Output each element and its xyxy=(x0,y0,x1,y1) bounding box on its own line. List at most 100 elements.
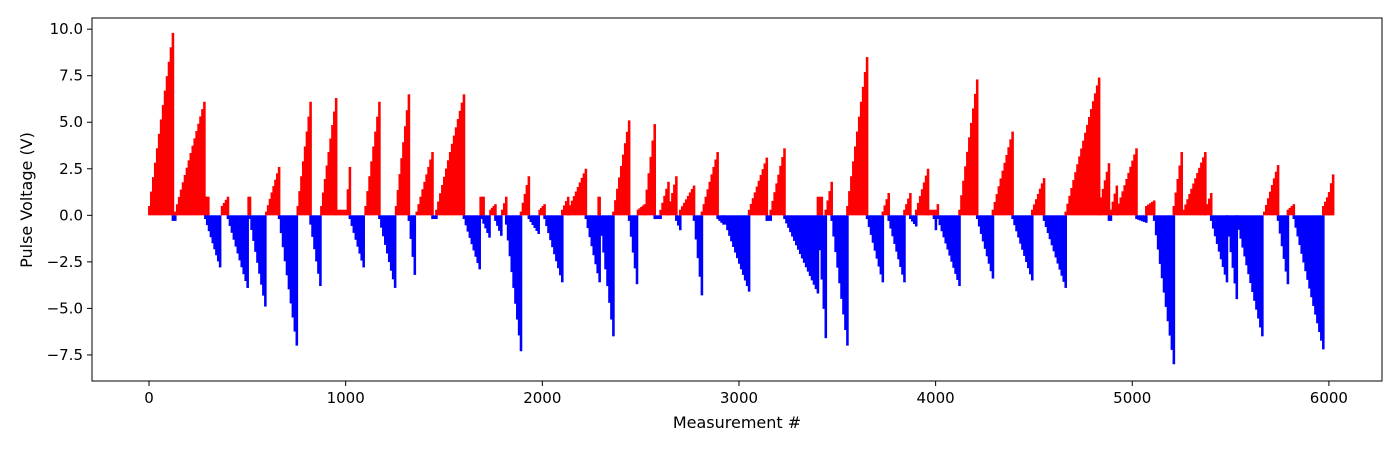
bar xyxy=(398,174,402,216)
bar xyxy=(153,162,157,216)
bar xyxy=(232,215,236,240)
bar xyxy=(1025,215,1028,263)
bar xyxy=(1005,155,1008,216)
bar xyxy=(327,152,331,216)
bar xyxy=(450,143,454,216)
bar xyxy=(1125,179,1128,216)
bar xyxy=(1206,204,1209,216)
bar xyxy=(757,180,761,216)
bar xyxy=(909,192,912,216)
bar xyxy=(977,215,981,227)
bar xyxy=(1152,215,1156,221)
bar xyxy=(1070,187,1073,216)
bar xyxy=(319,215,322,287)
bar xyxy=(761,169,765,216)
bar xyxy=(720,215,723,223)
bar xyxy=(942,215,946,238)
bar xyxy=(1097,77,1101,216)
bar xyxy=(1095,85,1099,216)
bar xyxy=(372,146,375,216)
bar xyxy=(877,215,881,267)
bar xyxy=(584,168,588,216)
bar xyxy=(1170,215,1174,350)
bar xyxy=(277,166,281,216)
bar xyxy=(1192,183,1195,216)
bar xyxy=(1284,215,1288,272)
bar xyxy=(1327,192,1331,216)
bar xyxy=(462,94,466,216)
bar xyxy=(686,195,690,216)
bar xyxy=(1225,215,1229,221)
bar xyxy=(1066,203,1069,216)
bar xyxy=(209,215,213,238)
bar xyxy=(1162,215,1166,293)
bar xyxy=(989,215,993,272)
bar xyxy=(1274,171,1278,216)
bar xyxy=(1231,215,1235,268)
bar xyxy=(1272,178,1276,216)
bar xyxy=(1300,215,1303,254)
bar xyxy=(706,189,710,216)
bar xyxy=(606,215,609,287)
bar xyxy=(301,161,305,216)
bar xyxy=(1093,93,1097,216)
bar xyxy=(421,189,424,216)
bar xyxy=(722,215,725,225)
bar xyxy=(366,191,369,216)
bar xyxy=(1064,215,1067,288)
bar xyxy=(789,215,792,233)
bar xyxy=(1115,209,1119,216)
bar xyxy=(818,215,822,251)
x-tick-label: 3000 xyxy=(720,389,758,407)
bar xyxy=(167,61,171,216)
bar xyxy=(1062,215,1066,282)
bar xyxy=(250,215,253,230)
bar xyxy=(155,148,159,216)
bar xyxy=(1282,215,1286,259)
bar xyxy=(1064,211,1067,216)
bar xyxy=(970,122,973,216)
bar xyxy=(680,206,684,216)
bar xyxy=(682,202,686,216)
bar xyxy=(411,215,415,257)
bar xyxy=(948,215,951,256)
bar xyxy=(901,215,904,275)
bar xyxy=(247,196,250,216)
bar xyxy=(1060,215,1064,276)
bar xyxy=(1086,124,1089,216)
bar xyxy=(456,119,460,216)
bar xyxy=(1211,215,1215,229)
bar xyxy=(1123,185,1126,216)
bar xyxy=(1237,215,1241,230)
bar xyxy=(307,116,311,216)
bar xyxy=(535,215,539,231)
bar xyxy=(631,215,635,253)
bar xyxy=(730,215,733,242)
bar xyxy=(869,215,873,235)
bar xyxy=(494,204,497,216)
bar xyxy=(298,191,301,216)
bar xyxy=(331,125,334,216)
bar xyxy=(285,215,289,276)
bar xyxy=(936,215,940,220)
bar xyxy=(1276,215,1280,221)
bar xyxy=(1265,204,1268,216)
bar xyxy=(767,215,771,221)
bar xyxy=(1145,215,1148,223)
bar xyxy=(489,209,492,216)
bar xyxy=(151,177,155,216)
bar xyxy=(1263,211,1266,216)
bar xyxy=(649,156,653,216)
bar xyxy=(779,165,782,216)
bar xyxy=(913,215,916,225)
bar xyxy=(1251,215,1254,292)
bar xyxy=(1323,201,1327,216)
bar xyxy=(1259,215,1262,328)
y-tick-label: 0.0 xyxy=(59,206,83,224)
bar xyxy=(1117,203,1121,216)
bar xyxy=(344,211,348,216)
x-tick-label: 6000 xyxy=(1310,389,1348,407)
bar xyxy=(187,160,191,216)
bar xyxy=(512,215,515,288)
bar xyxy=(1127,172,1130,216)
